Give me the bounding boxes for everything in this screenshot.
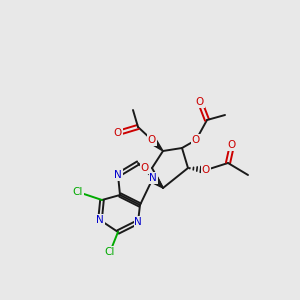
Text: Cl: Cl bbox=[73, 187, 83, 197]
Text: Cl: Cl bbox=[105, 247, 115, 257]
Text: O: O bbox=[140, 163, 148, 173]
Polygon shape bbox=[150, 175, 163, 188]
Text: O: O bbox=[192, 135, 200, 145]
Text: O: O bbox=[196, 97, 204, 107]
Text: N: N bbox=[149, 173, 157, 183]
Polygon shape bbox=[149, 137, 163, 151]
Text: O: O bbox=[228, 140, 236, 150]
Text: N: N bbox=[96, 215, 104, 225]
Text: N: N bbox=[134, 217, 142, 227]
Text: O: O bbox=[202, 165, 210, 175]
Text: O: O bbox=[148, 135, 156, 145]
Text: N: N bbox=[114, 170, 122, 180]
Text: O: O bbox=[114, 128, 122, 138]
